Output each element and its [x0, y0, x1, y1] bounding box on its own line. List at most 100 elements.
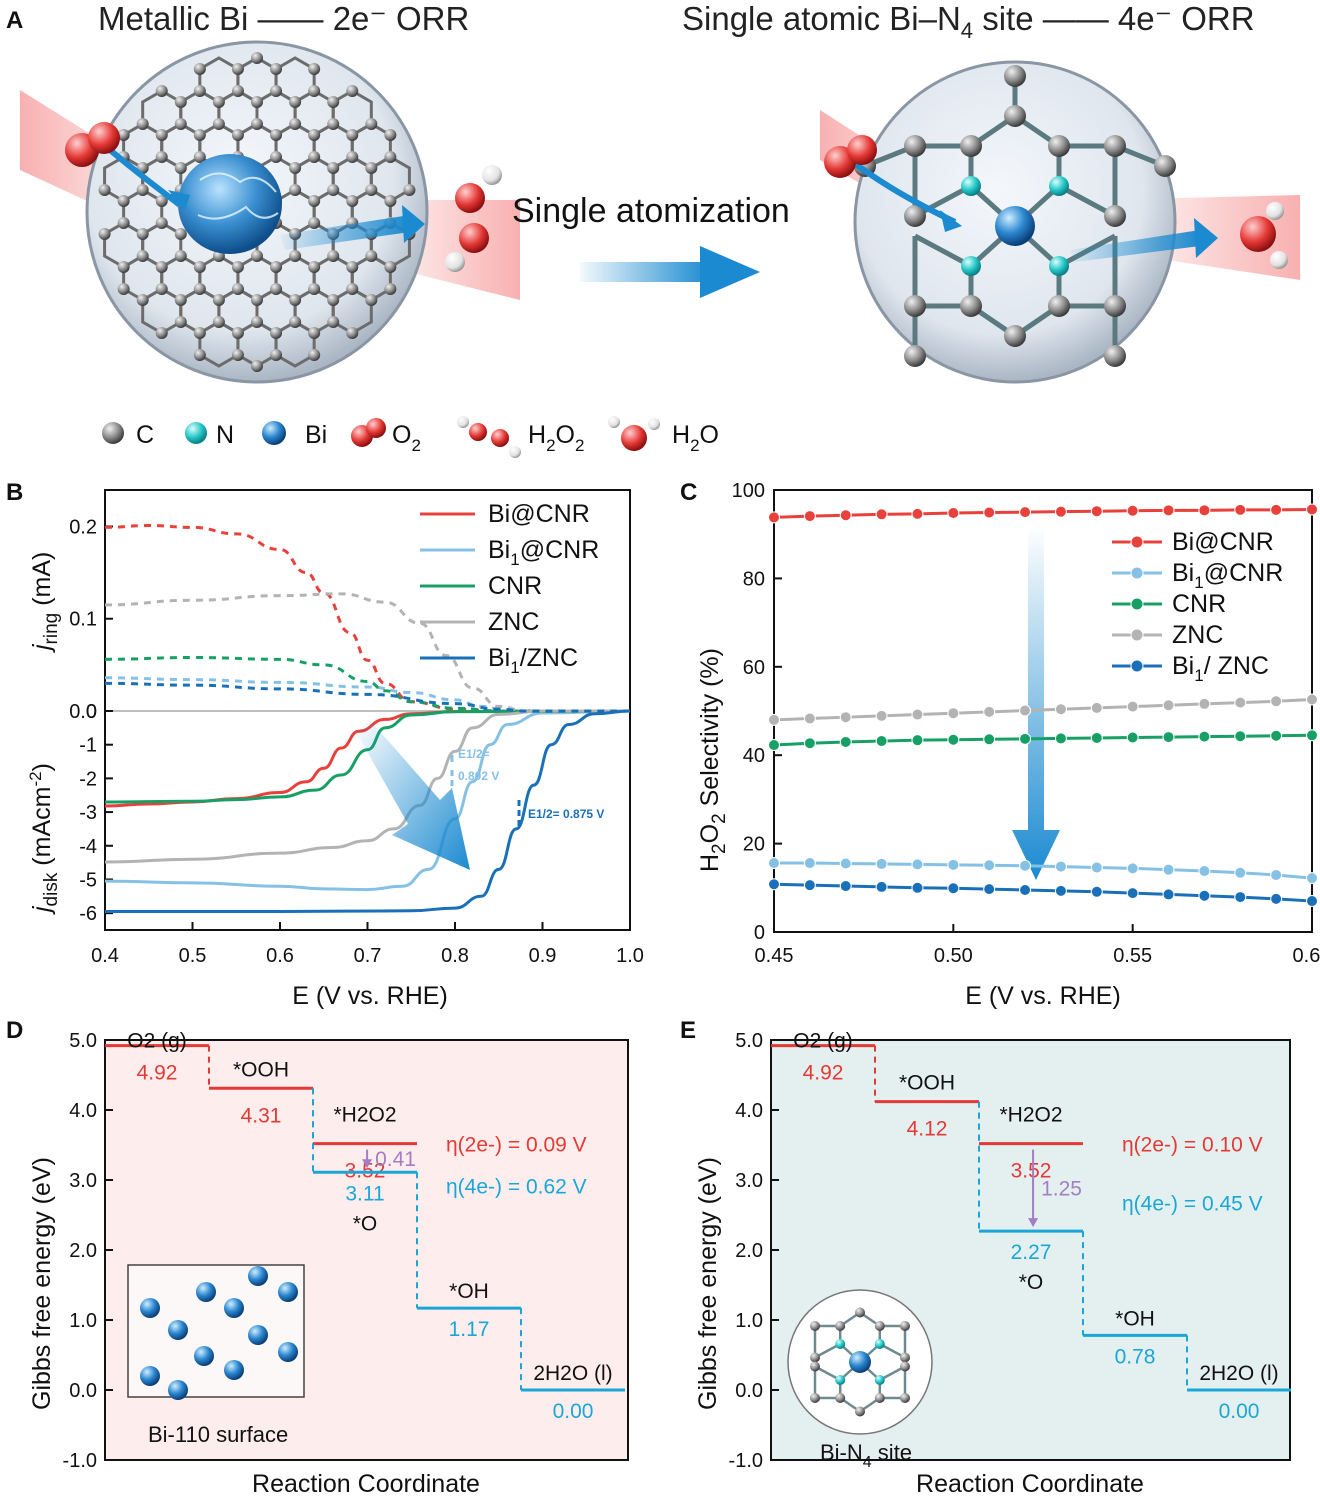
panel-c-line [774, 861, 1313, 880]
panel-b-disk-ytick-label: -2 [79, 768, 97, 790]
carbon-atom [193, 349, 206, 361]
carbon-atom [270, 349, 283, 361]
ePlot-ytick-label: 1.0 [735, 1310, 763, 1332]
diff-arrowhead [362, 1159, 373, 1169]
panel-b-disk-ytick-label: -3 [79, 802, 97, 824]
dPlot-ytick-label: 5.0 [69, 1030, 97, 1052]
panel-c-point [947, 733, 960, 746]
dPlot-ytick-label: -1.0 [63, 1450, 97, 1472]
panel-c-point [983, 506, 996, 519]
carbon-atom [136, 294, 149, 306]
carbon-atom [193, 63, 206, 75]
inset-carbon [810, 1361, 820, 1372]
panel-c-point [875, 857, 888, 870]
panel-c-point [1090, 505, 1103, 518]
o2-in-arrow [108, 147, 182, 208]
panel-c-point [1126, 862, 1139, 875]
carbon-atom [155, 85, 168, 97]
panel-c-point [1019, 506, 1032, 519]
legend-n-label: N [216, 421, 234, 449]
carbon-atom [327, 118, 340, 130]
panel-c-point [1019, 732, 1032, 745]
carbon-atom [346, 327, 359, 339]
legend-h2o2-o: O [556, 421, 575, 449]
panel-b-xtick-label: 0.7 [354, 945, 382, 967]
panel-c-point [1019, 884, 1032, 897]
panel-c-point [803, 712, 816, 725]
carbon-atom [384, 195, 397, 207]
ring-unit: (mA) [28, 552, 56, 613]
panel-c-point [1234, 866, 1247, 879]
panel-c-ytick-label: 60 [743, 657, 765, 679]
panel-c-ytick-label: 40 [743, 745, 765, 767]
ring-sub: ring [41, 613, 62, 645]
bin4-carbon [904, 205, 926, 227]
carbon-atom [155, 261, 168, 273]
bi110-atom [196, 1282, 216, 1302]
carbon-atom [270, 261, 283, 273]
legend-bi-icon [262, 421, 286, 445]
panel-c-point [1054, 703, 1067, 716]
carbon-atom [193, 327, 206, 339]
disk-curve-CNR [105, 709, 630, 804]
atom-legend: C N Bi O2 H2O2 H2O [102, 416, 719, 458]
carbon-atom [384, 283, 397, 295]
panel-e-label: E [680, 1017, 696, 1044]
panel-b-disk-ytick-label: 0 [86, 701, 97, 723]
disk-j: j [28, 905, 56, 915]
legend-h2o-sub: 2 [690, 436, 699, 455]
h2o-out-arrowhead [1194, 218, 1218, 258]
panel-c-legend-dot [1130, 597, 1144, 611]
bi110-atom [168, 1380, 188, 1400]
panel-b-xtick-label: 0.8 [441, 945, 469, 967]
cluster-highlight [197, 172, 279, 220]
carbon-atom [346, 129, 359, 141]
panel-b-ticks: 0.4 0.5 0.6 0.7 0.8 0.9 1.0 0.0 0.1 0.2 0 -1 -2 -3 -4 -… [69, 516, 644, 967]
carbon-atom [251, 52, 263, 64]
panel-b-ring-ytick-label: 0.2 [69, 516, 97, 538]
inset-carbon [855, 1406, 865, 1417]
panel-c-point [1234, 503, 1247, 516]
carbon-atom [117, 129, 130, 141]
panel-c-point [839, 509, 852, 522]
carbon-atom [251, 118, 263, 130]
disk-sup: -2 [26, 771, 45, 786]
panel-b-curves [105, 524, 630, 913]
energy-value-red: 4.12 [907, 1118, 948, 1141]
legend-o2-main: O [392, 421, 411, 449]
panel-c-legend-label: ZNC [1172, 621, 1223, 649]
carbon-atom [289, 184, 302, 196]
panel-c-point [803, 510, 816, 523]
carbon-atom [98, 184, 111, 196]
panel-e-xlabel: Reaction Coordinate [916, 1470, 1144, 1498]
panel-c-point [1198, 730, 1211, 743]
panel-c-point [1090, 731, 1103, 744]
ehalf-label-2: E1/2= 0.875 V [528, 807, 604, 821]
carbon-atom [327, 250, 340, 262]
panel-c-legend-dot [1130, 628, 1144, 642]
panel-c-point [1162, 699, 1175, 712]
bin4-carbon [904, 295, 926, 317]
carbon-atom [193, 283, 206, 295]
panel-c-point [1234, 891, 1247, 904]
eta-2e-label: η(2e-) = 0.10 V [1122, 1134, 1263, 1157]
carbon-atom [212, 316, 225, 328]
inset-nitrogen [835, 1375, 846, 1385]
panel-e: E -1.0 0.0 1.0 2.0 3.0 4.0 5.0 4.92 4.12 3.52 O2 (… [680, 1017, 1291, 1498]
panel-c-point [983, 705, 996, 718]
panel-c-point [1054, 884, 1067, 897]
bi110-inset-atoms [140, 1266, 298, 1400]
legend-h2o2-h2 [509, 446, 521, 458]
carbon-atom [365, 294, 378, 306]
carbon-atom [231, 129, 244, 141]
ehalf-label-1: E1/2= [458, 747, 490, 761]
carbon-atom [327, 96, 340, 108]
panel-c-trend-arrow [1012, 525, 1060, 880]
bi110-atom [224, 1360, 244, 1380]
panel-d-ylabel: Gibbs free energy (eV) [28, 1157, 56, 1410]
carbon-atom [117, 283, 130, 295]
panel-c-point [1162, 863, 1175, 876]
legend-h2o-label: H2O [672, 421, 719, 455]
carbon-atom [174, 96, 187, 108]
carbon-atom [308, 349, 321, 361]
